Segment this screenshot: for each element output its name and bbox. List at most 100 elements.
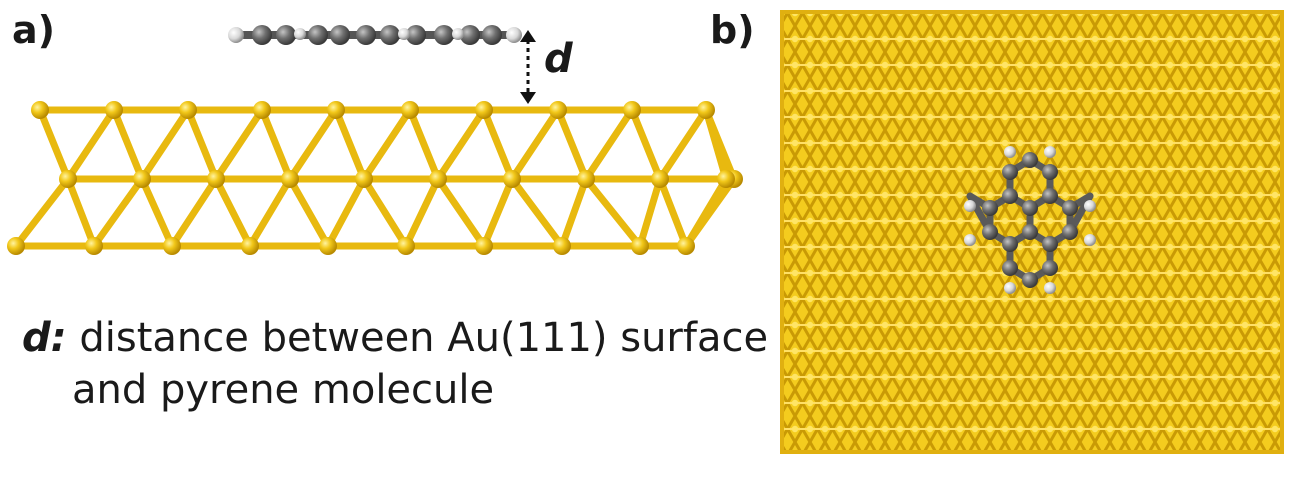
au-atom xyxy=(253,101,271,119)
au-bond xyxy=(682,175,730,250)
au-bond xyxy=(636,175,664,250)
h-atom xyxy=(506,27,522,43)
au-atom xyxy=(429,170,447,188)
c-atom xyxy=(1002,188,1018,204)
h-atom xyxy=(964,234,976,246)
au-bond xyxy=(138,175,176,250)
au-bond xyxy=(360,106,414,183)
c-atom xyxy=(308,25,328,45)
distance-d-label: d xyxy=(544,36,573,82)
au-atom xyxy=(553,237,571,255)
au-bond xyxy=(246,175,294,250)
c-atom xyxy=(1042,164,1058,180)
caption: d: distance between Au(111) surface and … xyxy=(22,312,768,416)
c-atom xyxy=(1042,236,1058,252)
c-atom xyxy=(406,25,426,45)
au-atom xyxy=(503,170,521,188)
au-atom xyxy=(207,170,225,188)
au-atom xyxy=(697,101,715,119)
h-atom xyxy=(228,27,244,43)
au-slab-side-view xyxy=(12,106,738,250)
au-bond xyxy=(434,175,488,250)
au-atom xyxy=(59,170,77,188)
au-atom xyxy=(717,170,735,188)
c-atom xyxy=(1042,188,1058,204)
c-atom xyxy=(330,25,350,45)
c-atom xyxy=(1002,236,1018,252)
panel-b-label: b) xyxy=(710,8,755,52)
c-atom xyxy=(1002,164,1018,180)
c-atom xyxy=(982,200,998,216)
au-bond xyxy=(258,106,294,183)
au-atom xyxy=(31,101,49,119)
au-atom xyxy=(133,170,151,188)
au-atom xyxy=(397,237,415,255)
au-atom xyxy=(241,237,259,255)
au-bond xyxy=(656,106,710,183)
au-atom xyxy=(651,170,669,188)
au-atom xyxy=(105,101,123,119)
caption-line-1: distance between Au(111) surface xyxy=(79,315,769,361)
c-atom xyxy=(434,25,454,45)
au-bond xyxy=(212,106,266,183)
au-surface-top-view xyxy=(780,10,1284,454)
au-bond xyxy=(64,175,98,250)
au-bond xyxy=(138,106,192,183)
caption-symbol: d: xyxy=(22,315,67,361)
c-atom xyxy=(1022,224,1038,240)
au-atom xyxy=(327,101,345,119)
au-bond xyxy=(286,106,340,183)
au-atom xyxy=(85,237,103,255)
h-atom xyxy=(1084,234,1096,246)
au-bond xyxy=(508,106,562,183)
au-atom xyxy=(577,170,595,188)
c-atom xyxy=(276,25,296,45)
au-bond xyxy=(480,175,516,250)
h-atom xyxy=(294,28,306,40)
c-atom xyxy=(380,25,400,45)
au-bond xyxy=(582,175,644,250)
c-atom xyxy=(1042,260,1058,276)
c-atom xyxy=(252,25,272,45)
au-bond xyxy=(554,106,590,183)
au-atom xyxy=(475,101,493,119)
au-atom xyxy=(355,170,373,188)
au-bond xyxy=(434,106,488,183)
h-atom xyxy=(452,28,464,40)
au-atom xyxy=(7,237,25,255)
c-atom xyxy=(1002,260,1018,276)
au-atom xyxy=(163,237,181,255)
au-bond xyxy=(110,106,146,183)
au-atom xyxy=(677,237,695,255)
panel-a-label: a) xyxy=(12,8,56,52)
au-bond xyxy=(508,175,566,250)
au-bond xyxy=(558,175,590,250)
au-atoms-side-view xyxy=(7,101,743,255)
au-atom xyxy=(401,101,419,119)
au-atom xyxy=(319,237,337,255)
c-atom xyxy=(482,25,502,45)
au-atom xyxy=(623,101,641,119)
au-bond xyxy=(332,106,368,183)
distance-arrow xyxy=(520,30,536,104)
au-atom xyxy=(475,237,493,255)
au-bond xyxy=(286,175,332,250)
h-atom xyxy=(1004,146,1016,158)
au-bond xyxy=(324,175,368,250)
au-bond xyxy=(90,175,146,250)
au-bond xyxy=(168,175,220,250)
au-bond xyxy=(212,175,254,250)
au-bond xyxy=(480,106,516,183)
h-atom xyxy=(1044,282,1056,294)
h-atom xyxy=(1004,282,1016,294)
h-atom xyxy=(1084,200,1096,212)
au-bond xyxy=(12,175,72,250)
pyrene-side-view xyxy=(228,25,522,45)
au-bond xyxy=(36,106,72,183)
au-atom xyxy=(549,101,567,119)
c-atom xyxy=(1022,152,1038,168)
au-bond xyxy=(402,175,442,250)
au-atom xyxy=(179,101,197,119)
au-bond xyxy=(406,106,442,183)
